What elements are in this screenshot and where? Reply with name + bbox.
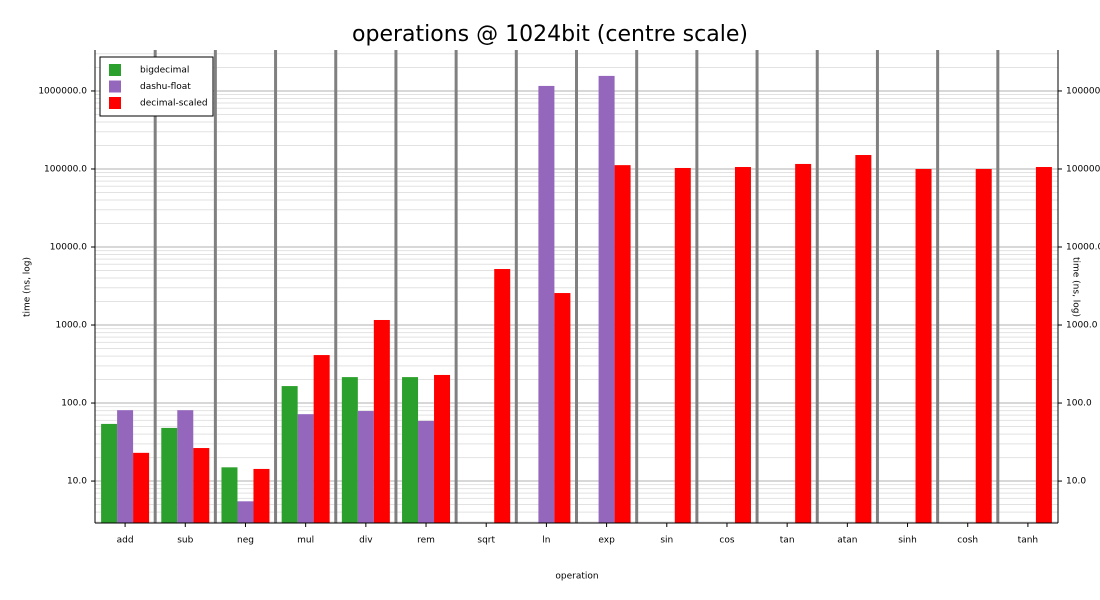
legend-swatch [109,80,121,93]
bar [855,155,872,524]
bar [975,168,992,523]
y-tick-label: 1000000.0 [38,86,87,96]
bar [177,410,194,523]
y-tick-label: 100.0 [61,399,87,409]
legend-swatch [109,97,121,109]
x-tick-label: atan [837,536,857,546]
bar [915,168,932,523]
bar [418,420,435,523]
x-axis-label: operation [555,572,598,582]
bar [614,165,631,523]
bar [674,167,691,523]
x-tick-label: cosh [957,536,978,546]
x-tick-label: ln [542,536,550,546]
y-tick-label: 10000.0 [50,243,87,253]
legend-swatch [109,64,121,76]
bar [1035,167,1052,523]
y2-tick-label: 1000000.0 [1066,86,1100,96]
bar [373,319,390,523]
bar [734,167,751,523]
y2-tick-label: 100000.0 [1066,164,1100,174]
y-axis-label: time (ns, log) [23,257,33,317]
bar [357,411,374,523]
bar [281,386,298,523]
y-tick-label: 1000.0 [56,321,88,331]
bar [117,410,134,523]
bar [341,377,358,523]
x-tick-label: rem [417,536,435,546]
y2-tick-label: 1000.0 [1066,321,1098,331]
bar [297,414,314,523]
bar [538,85,555,524]
bar [494,269,511,523]
bar [133,452,150,523]
bar [237,501,254,523]
legend-label: bigdecimal [140,66,189,76]
chart-title: operations @ 1024bit (centre scale) [352,22,748,47]
x-tick-label: neg [237,536,254,546]
bar [434,374,451,523]
y2-tick-label: 10.0 [1066,477,1086,487]
x-tick-label: sub [177,536,193,546]
x-tick-label: cos [719,536,734,546]
x-tick-label: mul [297,536,314,546]
bar [193,448,210,523]
x-tick-label: add [117,536,134,546]
bar [313,355,330,523]
y2-tick-label: 10000.0 [1066,243,1100,253]
x-tick-label: sinh [898,536,917,546]
x-tick-label: sqrt [477,536,495,546]
bar [221,467,238,523]
y2-tick-label: 100.0 [1066,399,1092,409]
x-tick-label: tan [780,536,795,546]
bar [402,377,419,523]
bar [795,163,812,523]
x-tick-label: sin [660,536,673,546]
legend-label: dashu-float [140,82,191,92]
bar [101,423,118,523]
y-tick-label: 10.0 [67,477,87,487]
bar [161,427,178,523]
bar [598,75,615,523]
legend-label: decimal-scaled [140,99,208,109]
y-tick-label: 100000.0 [44,164,87,174]
x-tick-label: tanh [1018,536,1038,546]
bar [554,293,571,523]
x-tick-label: div [359,536,373,546]
y2-axis-label: time (ns, log) [1071,257,1081,317]
bar [253,468,270,523]
x-tick-label: exp [598,536,615,546]
